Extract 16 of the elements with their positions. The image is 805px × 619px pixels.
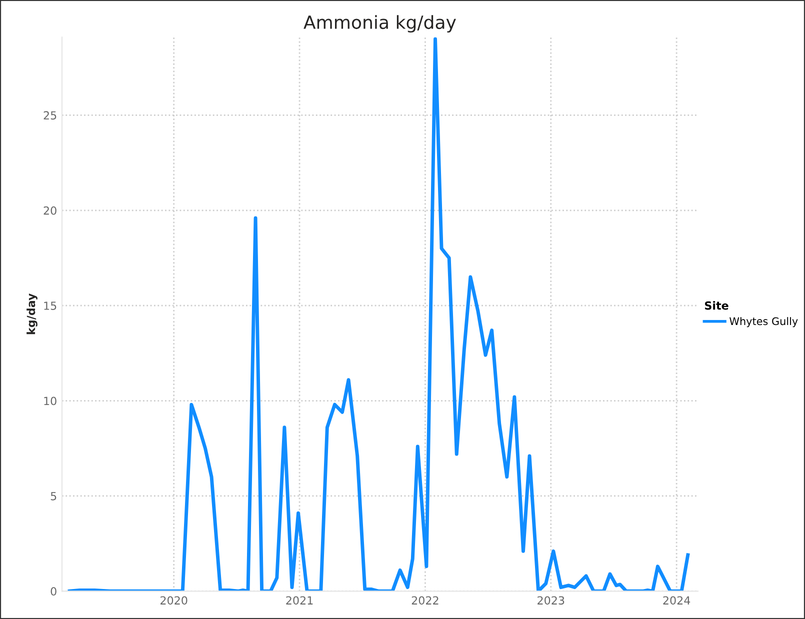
- y-tick-label: 15: [44, 302, 56, 310]
- legend-title: Site: [704, 301, 728, 310]
- legend-label: Whytes Gully: [730, 317, 798, 328]
- y-tick-label: 5: [50, 492, 56, 500]
- y-tick-label: 20: [44, 206, 56, 215]
- x-tick-label: 2024: [663, 596, 690, 605]
- y-tick-label: 0: [50, 587, 56, 596]
- x-tick-label: 2022: [412, 596, 438, 605]
- y-axis-title: kg/day: [26, 293, 38, 334]
- chart-title: Ammonia kg/day: [304, 15, 456, 33]
- y-tick-label: 10: [44, 396, 56, 406]
- line-series: [68, 37, 690, 592]
- y-tick-label: 25: [44, 111, 56, 120]
- x-tick-label: 2021: [286, 596, 313, 605]
- x-tick-label: 2023: [538, 596, 564, 605]
- x-tick-label: 2020: [160, 596, 188, 605]
